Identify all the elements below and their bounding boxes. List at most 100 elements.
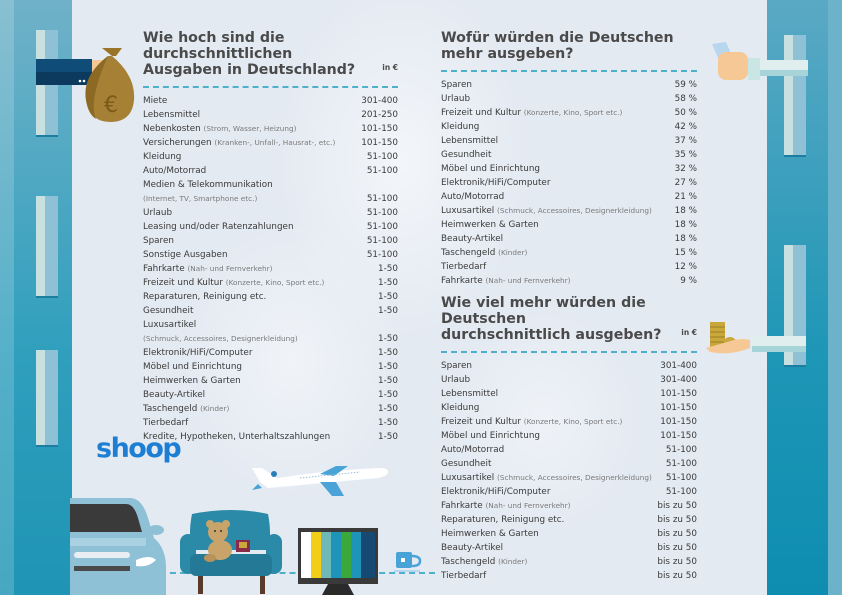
item-label: Auto/Motorrad: [441, 443, 504, 457]
banknote-hand-icon: [712, 42, 808, 80]
item-name: Luxusartikel: [441, 206, 495, 216]
euro-symbol: €: [104, 93, 118, 118]
item-value: 35 %: [674, 150, 697, 160]
item-label: Taschengeld (Kinder): [143, 402, 229, 416]
item-name: Taschengeld: [441, 248, 496, 258]
list-item: Reparaturen, Reinigung etc. bis zu 50: [441, 513, 697, 527]
average-spending-panel: Wie hoch sind die durchschnittlichen Aus…: [143, 30, 398, 444]
item-name: Heimwerken & Garten: [441, 529, 539, 539]
shoop-logo[interactable]: shoop: [96, 433, 182, 464]
item-name: Taschengeld: [441, 557, 496, 567]
item-name: Auto/Motorrad: [143, 166, 207, 176]
item-label: Leasing und/oder Ratenzahlungen: [143, 220, 294, 234]
list-item: Heimwerken & Garten bis zu 50: [441, 527, 697, 541]
item-label: Freizeit und Kultur (Konzerte, Kino, Spo…: [441, 106, 622, 120]
list-item: (Internet, TV, Smartphone etc.) 51-100: [143, 192, 398, 206]
list-item: Urlaub 58 %: [441, 92, 697, 106]
car-icon: [70, 498, 166, 595]
item-value: 21 %: [674, 192, 697, 202]
item-value: bis zu 50: [657, 571, 697, 581]
item-value: 15 %: [674, 248, 697, 258]
list-item: Auto/Motorrad 51-100: [441, 443, 697, 457]
item-value: 1-50: [378, 278, 398, 288]
item-name: Reparaturen, Reinigung etc.: [441, 515, 565, 525]
item-name: Auto/Motorrad: [441, 445, 505, 455]
item-value: 51-100: [366, 250, 398, 260]
item-label: Freizeit und Kultur (Konzerte, Kino, Spo…: [441, 415, 622, 429]
item-detail: (Kinder): [498, 248, 528, 257]
item-label: Fahrkarte (Nah- und Fernverkehr): [441, 274, 571, 288]
list-item: Auto/Motorrad 21 %: [441, 190, 697, 204]
floor-line: [160, 572, 435, 574]
list-item: Fahrkarte (Nah- und Fernverkehr) bis zu 5…: [441, 499, 697, 513]
list-item: Taschengeld (Kinder) 1-50: [143, 402, 398, 416]
item-name: Elektronik/HiFi/Computer: [441, 178, 551, 188]
item-value: 1-50: [378, 348, 398, 358]
item-detail: (Konzerte, Kino, Sport etc.): [225, 278, 325, 287]
item-label: Gesundheit: [441, 457, 491, 471]
item-value: 301-400: [361, 96, 398, 106]
list-item: Urlaub 51-100: [143, 206, 398, 220]
item-value: 50 %: [674, 108, 697, 118]
item-value: 51-100: [366, 152, 398, 162]
list-item: Freizeit und Kultur (Konzerte, Kino, Spo…: [143, 276, 398, 290]
spend-more-panel: Wofür würden die Deutschen mehr ausgeben…: [441, 30, 697, 288]
item-label: Auto/Motorrad: [143, 164, 206, 178]
building-window: [784, 245, 806, 365]
item-name: Leasing und/oder Ratenzahlungen: [143, 222, 294, 232]
list-item: Beauty-Artikel 1-50: [143, 388, 398, 402]
item-value: bis zu 50: [657, 515, 697, 525]
list-item: Freizeit und Kultur (Konzerte, Kino, Spo…: [441, 106, 697, 120]
item-name: Urlaub: [441, 94, 471, 104]
item-label: Reparaturen, Reinigung etc.: [143, 290, 266, 304]
item-value: 1-50: [378, 376, 398, 386]
item-value: 9 %: [680, 276, 697, 286]
item-name: Tierbedarf: [143, 418, 189, 428]
item-label: (Schmuck, Accessoires, Designerkleidung): [143, 332, 298, 346]
item-label: Möbel und Einrichtung: [441, 162, 540, 176]
item-name: Möbel und Einrichtung: [441, 164, 540, 174]
item-name: Tierbedarf: [441, 262, 487, 272]
list-item: Möbel und Einrichtung 101-150: [441, 429, 697, 443]
item-name: Medien & Telekommunikation: [143, 180, 273, 190]
item-value: 301-400: [660, 361, 697, 371]
television-icon: [298, 528, 378, 595]
list-item: Miete 301-400: [143, 94, 398, 108]
item-label: Sparen: [441, 78, 472, 92]
item-label: (Internet, TV, Smartphone etc.): [143, 192, 257, 206]
coffee-cup-icon: [394, 552, 422, 572]
item-value: 27 %: [674, 178, 697, 188]
item-value: 51-100: [665, 445, 697, 455]
panel-title: Wofür würden die Deutschen mehr ausgeben…: [441, 30, 674, 62]
item-label: Urlaub: [441, 92, 470, 106]
list-item: Kredite, Hypotheken, Unterhaltszahlungen…: [143, 430, 398, 444]
item-value: 1-50: [378, 292, 398, 302]
list-item: Auto/Motorrad 51-100: [143, 164, 398, 178]
item-name: Elektronik/HiFi/Computer: [143, 348, 253, 358]
list-item: Elektronik/HiFi/Computer 27 %: [441, 176, 697, 190]
money-bag-hand-icon: €: [36, 48, 135, 122]
item-value: 201-250: [361, 110, 398, 120]
item-name: Fahrkarte: [143, 264, 185, 274]
item-label: Heimwerken & Garten: [441, 218, 539, 232]
item-value: bis zu 50: [657, 543, 697, 553]
item-label: Elektronik/HiFi/Computer: [441, 176, 550, 190]
item-value: 51-100: [366, 208, 398, 218]
item-name: Sonstige Ausgaben: [143, 250, 228, 260]
item-value: bis zu 50: [657, 501, 697, 511]
item-label: Auto/Motorrad: [441, 190, 504, 204]
item-label: Gesundheit: [143, 304, 193, 318]
item-name: Versicherungen: [143, 138, 212, 148]
item-label: Heimwerken & Garten: [143, 374, 241, 388]
list-item: Taschengeld (Kinder) bis zu 50: [441, 555, 697, 569]
item-name: Urlaub: [143, 208, 173, 218]
armchair-icon: [180, 510, 282, 594]
list-item: Beauty-Artikel 18 %: [441, 232, 697, 246]
unit-label: in €: [382, 63, 398, 72]
list-item: Möbel und Einrichtung 1-50: [143, 360, 398, 374]
list-item: Gesundheit 51-100: [441, 457, 697, 471]
list-item: Lebensmittel 101-150: [441, 387, 697, 401]
item-name: Urlaub: [441, 375, 471, 385]
panel-title: Wie viel mehr würden die Deutschen durch…: [441, 295, 697, 343]
item-label: Taschengeld (Kinder): [441, 246, 527, 260]
